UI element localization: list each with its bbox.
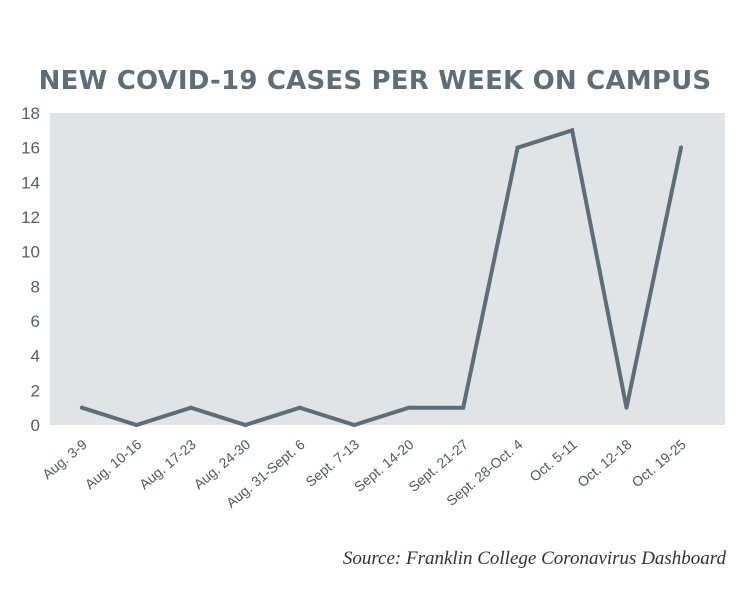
series-group <box>80 127 683 428</box>
data-point <box>461 405 466 410</box>
data-point <box>297 405 302 410</box>
y-tick-label: 0 <box>31 416 40 435</box>
x-tick-label: Oct. 19-25 <box>629 436 690 490</box>
data-point <box>406 405 411 410</box>
x-tick-label: Aug. 3-9 <box>39 436 90 482</box>
y-tick-label: 14 <box>21 173 40 192</box>
y-tick-label: 4 <box>31 347 40 366</box>
x-tick-label: Aug. 17-23 <box>136 436 199 492</box>
y-tick-label: 6 <box>31 312 40 331</box>
data-point <box>188 405 193 410</box>
data-point <box>352 423 357 427</box>
x-tick-label: Oct. 5-11 <box>526 436 580 485</box>
y-tick-label: 16 <box>21 139 40 158</box>
data-point <box>243 423 248 427</box>
y-tick-label: 2 <box>31 381 40 400</box>
data-point <box>570 128 575 133</box>
data-point <box>679 145 683 150</box>
plot-area <box>50 113 725 425</box>
y-tick-label: 8 <box>31 277 40 296</box>
x-tick-label: Oct. 12-18 <box>574 436 635 490</box>
chart-title: NEW COVID-19 CASES PER WEEK ON CAMPUS <box>38 66 712 96</box>
data-point <box>624 405 629 410</box>
y-tick-label: 10 <box>21 243 40 262</box>
y-axis-ticks: 0 2 4 6 8 10 12 14 16 18 <box>21 104 40 435</box>
data-point <box>515 145 520 150</box>
data-point <box>134 423 139 427</box>
x-tick-label: Sept. 14-20 <box>351 436 417 495</box>
data-point <box>80 405 84 410</box>
y-tick-label: 12 <box>21 208 40 227</box>
x-tick-label: Aug. 10-16 <box>82 436 145 492</box>
series-line <box>80 127 683 428</box>
source-note: Source: Franklin College Coronavirus Das… <box>342 548 726 569</box>
y-tick-label: 18 <box>21 104 40 123</box>
